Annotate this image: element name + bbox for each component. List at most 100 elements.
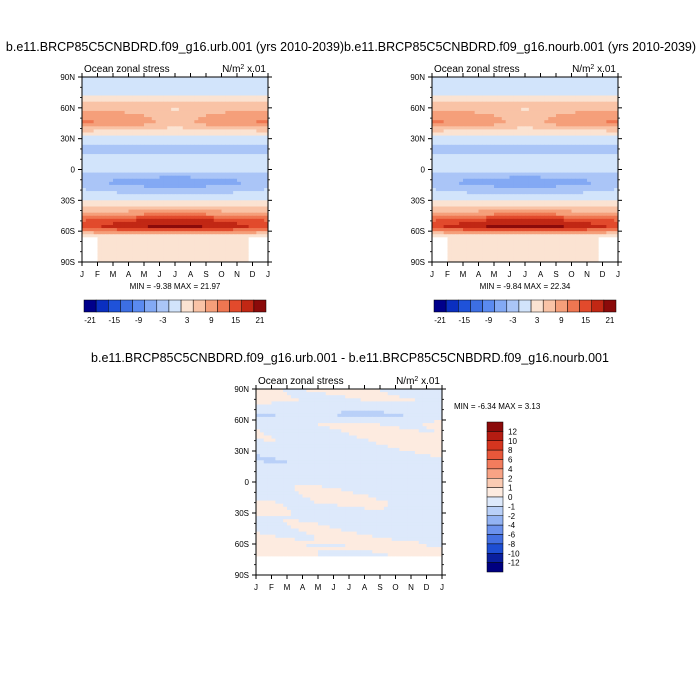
contour-cell [463,191,468,195]
contour-cell [147,80,153,84]
contour-cell [147,163,153,167]
contour-cell [587,172,592,177]
contour-field [432,77,619,263]
contour-cell [237,231,242,235]
contour-cell [563,129,569,133]
contour-cell [463,92,468,96]
contour-cell [466,138,472,143]
contour-cell [455,101,460,106]
contour-cell [505,147,510,152]
contour-cell [144,135,149,140]
contour-cell [260,166,265,170]
contour-cell [128,114,133,118]
contour-cell [474,147,479,152]
contour-cell [505,117,510,121]
contour-cell [455,123,460,127]
contour-cell [128,194,133,198]
contour-cell [155,98,160,103]
contour-cell [109,120,114,124]
contour-cell [432,123,437,127]
contour-cell [248,135,253,140]
contour-cell [89,169,95,173]
contour-cell [85,212,91,217]
contour-cell [544,126,549,130]
contour-cell [194,172,199,177]
contour-cell [144,249,149,254]
contour-cell [455,120,460,124]
contour-cell [528,83,534,87]
contour-cell [451,117,456,121]
contour-cell [97,246,102,251]
contour-cell [163,212,168,217]
contour-cell [109,154,114,158]
contour-cell [505,138,510,143]
contour-cell [478,92,483,96]
contour-cell [178,178,184,183]
contour-cell [136,77,141,81]
contour-cell [451,154,456,158]
contour-cell [432,83,437,87]
contour-cell [151,123,157,127]
contour-cell [229,123,234,127]
contour-cell [606,151,611,155]
contour-cell [178,231,184,235]
contour-cell [587,191,592,195]
contour-cell [525,188,530,192]
contour-cell [571,138,576,143]
contour-cell [240,206,246,210]
contour-cell [124,141,129,146]
contour-cell [198,154,203,158]
contour-cell [598,157,603,161]
contour-cell [144,83,149,87]
contour-cell [217,237,222,241]
contour-cell [198,184,203,189]
contour-cell [463,104,468,109]
contour-cell [536,151,541,155]
contour-cell [240,181,246,186]
contour-cell [505,110,510,115]
contour-cell [140,191,145,195]
contour-cell [432,157,437,161]
contour-cell [171,212,176,217]
contour-cell [105,258,110,263]
contour-cell [486,188,491,192]
contour-cell [563,135,569,140]
contour-cell [563,123,569,127]
contour-cell [606,138,611,143]
contour-cell [194,151,199,155]
contour-cell [544,98,549,103]
contour-cell [182,117,188,121]
contour-cell [497,129,503,133]
contour-cell [171,132,176,136]
contour-cell [186,172,191,177]
contour-cell [101,203,106,207]
contour-cell [225,117,230,121]
contour-cell [229,104,234,109]
contour-cell [435,194,441,198]
contour-cell [124,117,129,121]
contour-cell [155,114,160,118]
contour-cell [144,89,149,93]
contour-cell [124,83,129,87]
contour-cell [217,231,222,235]
x-tick-label: O [218,270,224,279]
contour-cell [513,191,518,195]
contour-cell [116,98,122,103]
contour-cell [116,144,122,149]
contour-cell [206,221,211,226]
contour-cell [482,138,487,143]
contour-cell [140,228,145,232]
contour-cell [113,200,118,204]
contour-cell [217,117,222,121]
contour-cell [509,154,514,158]
contour-cell [233,138,238,143]
contour-cell [525,166,530,170]
contour-cell [229,175,234,180]
contour-cell [113,135,118,140]
contour-cell [248,209,253,214]
contour-cell [217,123,222,127]
contour-cell [466,92,472,96]
contour-cell [229,147,234,152]
contour-cell [540,110,545,115]
contour-cell [159,123,164,127]
